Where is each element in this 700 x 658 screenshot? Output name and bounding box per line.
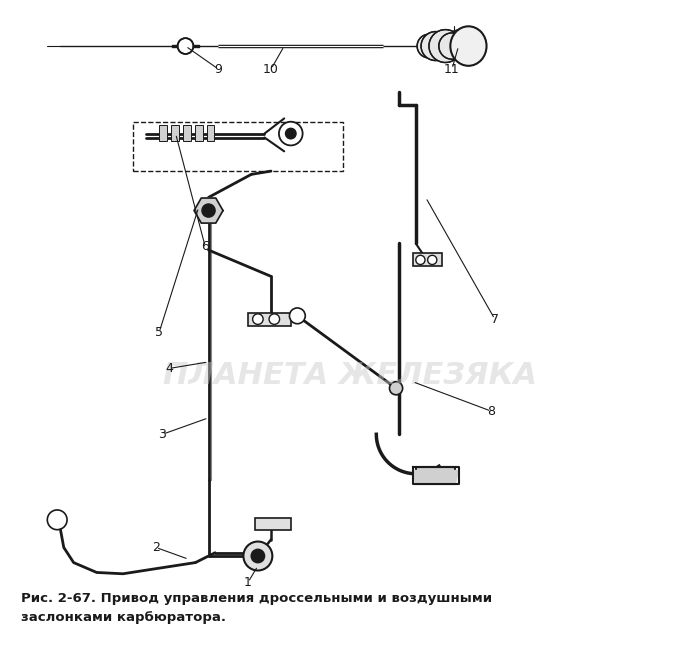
Text: Рис. 2-67. Привод управления дроссельными и воздушными: Рис. 2-67. Привод управления дроссельным…	[21, 592, 492, 605]
Circle shape	[417, 34, 441, 58]
Bar	[171, 125, 179, 141]
Text: 1: 1	[244, 576, 252, 589]
Circle shape	[202, 204, 215, 217]
Bar	[412, 253, 442, 266]
Bar	[206, 125, 214, 141]
Circle shape	[269, 314, 279, 324]
Text: 10: 10	[263, 63, 279, 76]
Polygon shape	[412, 470, 458, 484]
Circle shape	[429, 30, 462, 63]
Bar	[255, 518, 290, 530]
Circle shape	[428, 255, 437, 265]
Circle shape	[251, 549, 265, 563]
Text: 3: 3	[158, 428, 167, 441]
Bar	[248, 313, 290, 326]
Ellipse shape	[450, 26, 486, 66]
Bar	[416, 467, 455, 484]
Text: 6: 6	[202, 240, 209, 253]
Circle shape	[178, 38, 193, 54]
Polygon shape	[194, 198, 223, 223]
Text: 4: 4	[165, 362, 173, 375]
Text: 2: 2	[152, 541, 160, 554]
Text: заслонками карбюратора.: заслонками карбюратора.	[21, 611, 226, 624]
Circle shape	[244, 542, 272, 570]
Text: 11: 11	[444, 63, 460, 76]
Bar	[183, 125, 191, 141]
Circle shape	[286, 128, 296, 139]
Circle shape	[279, 122, 302, 145]
Text: 7: 7	[491, 313, 499, 326]
Circle shape	[253, 314, 263, 324]
Text: 9: 9	[214, 63, 223, 76]
Text: 8: 8	[487, 405, 496, 418]
Circle shape	[389, 382, 402, 395]
Text: 5: 5	[155, 326, 163, 339]
Circle shape	[290, 308, 305, 324]
Bar	[133, 122, 344, 171]
Bar	[195, 125, 202, 141]
Circle shape	[421, 32, 450, 61]
Circle shape	[416, 255, 425, 265]
Text: ПЛАНЕТА ЖЕЛЕЗЯКА: ПЛАНЕТА ЖЕЛЕЗЯКА	[163, 361, 537, 390]
Bar	[159, 125, 167, 141]
Circle shape	[439, 33, 466, 59]
